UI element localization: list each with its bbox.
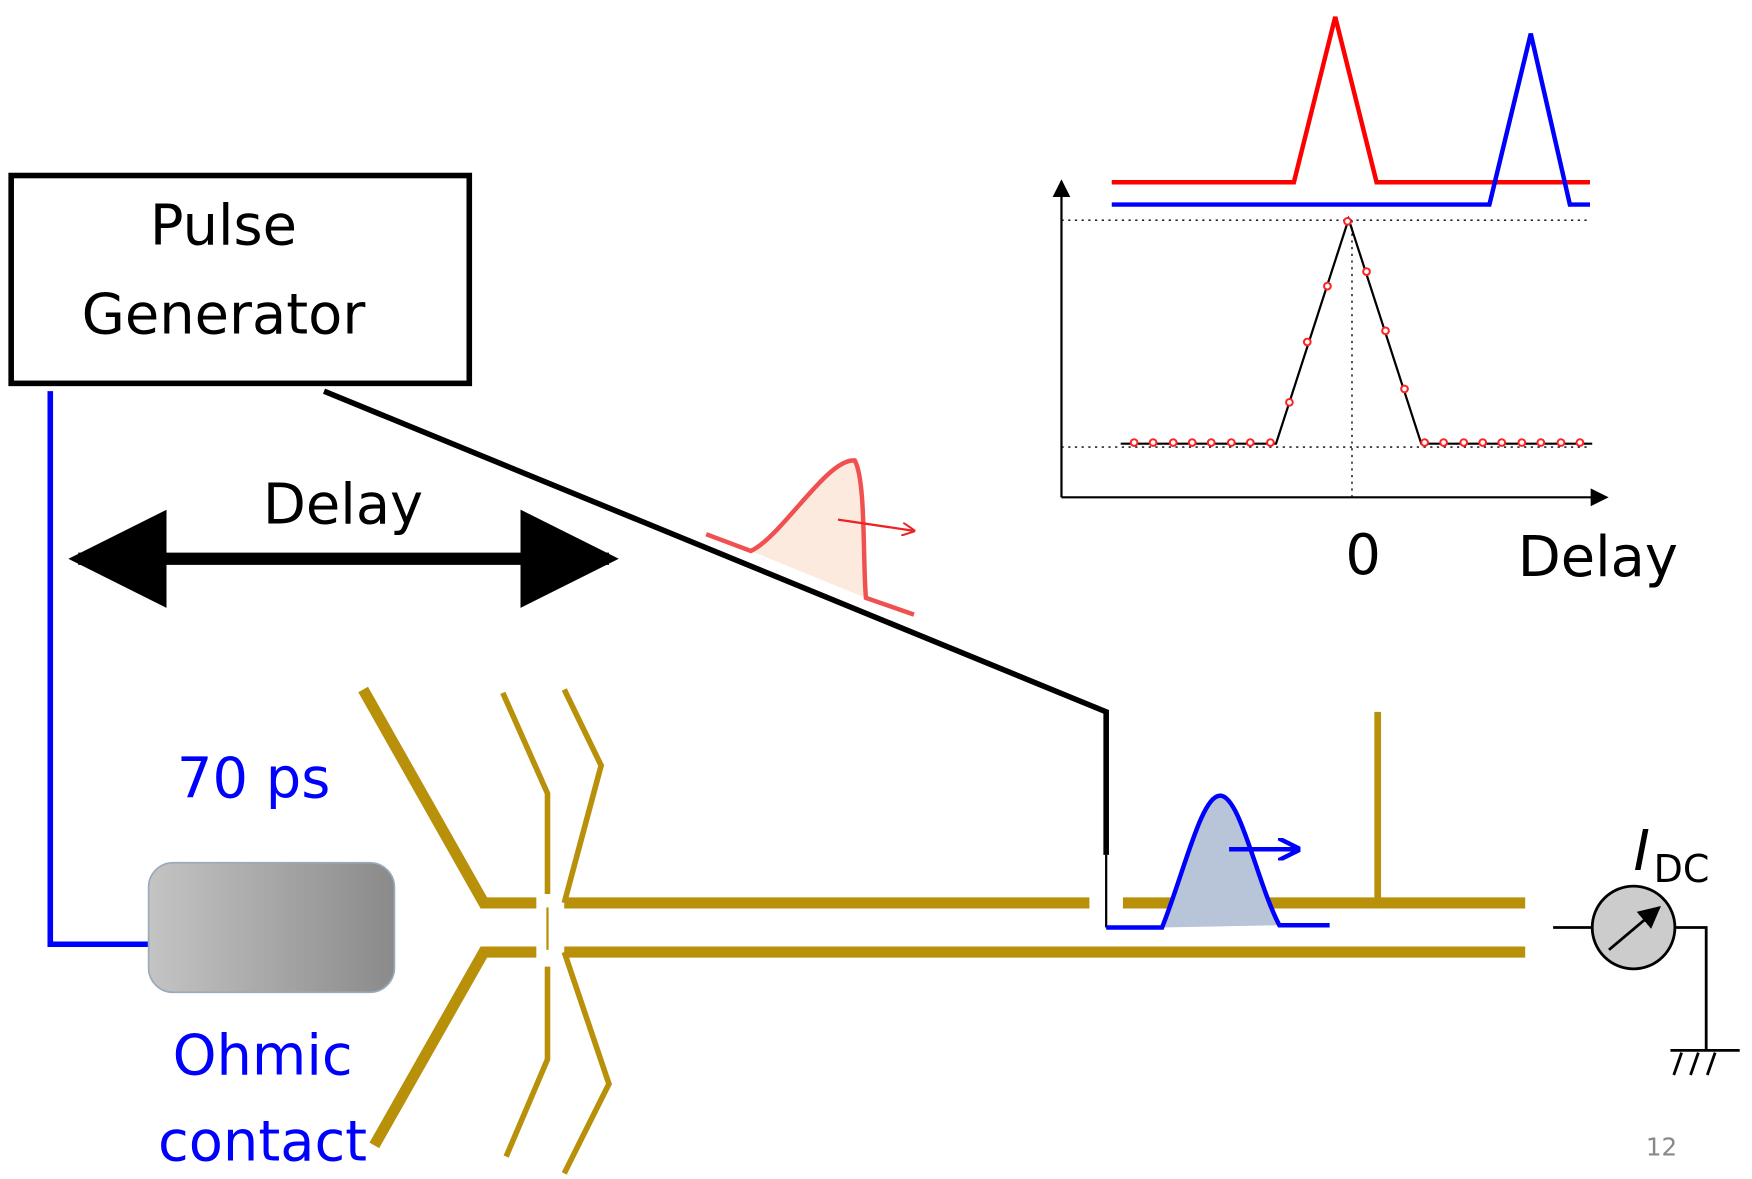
- qpc-gate: [564, 690, 601, 903]
- blue-pulse-fill: [1162, 796, 1279, 928]
- blue-cable: [50, 391, 151, 944]
- pulse-generator-label: Pulse: [150, 193, 297, 258]
- pulse-width-label: 70 ps: [177, 746, 330, 811]
- meter-subscript: DC: [1654, 847, 1710, 891]
- blue-trace: [1112, 34, 1590, 205]
- gate: [374, 952, 536, 1145]
- inset-x-label: Delay: [1518, 525, 1678, 590]
- red-pulse-fill: [751, 460, 866, 597]
- ohmic-contact: [149, 863, 395, 993]
- qpc-gate: [503, 693, 548, 894]
- ohmic-label: contact: [158, 1110, 367, 1175]
- page-number: 12: [1646, 1133, 1677, 1162]
- ohmic-label: Ohmic: [173, 1023, 353, 1088]
- qpc-gates: [503, 690, 609, 1174]
- slide: Pulse Generator 70 ps Ohmic contact Dela…: [0, 0, 1752, 1179]
- meter-symbol: I: [1634, 819, 1650, 884]
- qpc-gate: [506, 967, 547, 1157]
- black-cable: [324, 391, 1106, 855]
- guide-lines: [1061, 220, 1590, 497]
- response-curve: [1121, 219, 1593, 444]
- sample-points: [1131, 218, 1584, 446]
- current-meter: [1553, 886, 1740, 1075]
- inset-zero-label: 0: [1345, 523, 1381, 588]
- qpc-gate: [564, 952, 609, 1173]
- delay-label: Delay: [263, 473, 423, 538]
- pulse-generator-label: Generator: [82, 283, 366, 348]
- red-trace: [1112, 17, 1590, 182]
- inset-plot: 0 Delay: [1061, 17, 1677, 590]
